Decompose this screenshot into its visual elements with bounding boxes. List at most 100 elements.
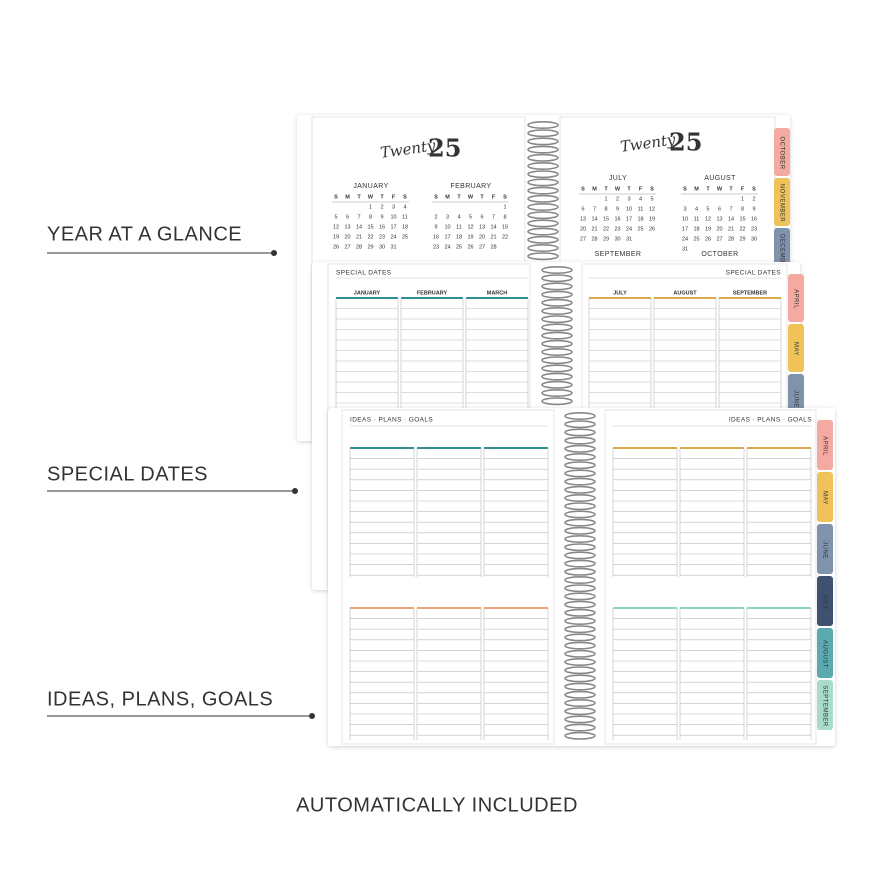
day: 25 <box>456 244 462 250</box>
spiral-coil <box>564 698 596 707</box>
column-month: JULY <box>613 290 627 296</box>
spiral-coil <box>541 290 573 299</box>
day: 6 <box>718 206 721 212</box>
spiral-coil <box>564 707 596 716</box>
day: 24 <box>626 226 632 232</box>
spiral-coil <box>541 274 573 283</box>
tab-label: AUGUST <box>821 640 827 668</box>
day: 17 <box>626 216 632 222</box>
day: 13 <box>580 216 586 222</box>
spiral-coil <box>541 265 573 274</box>
day: 11 <box>694 216 700 222</box>
month-tab <box>817 680 833 730</box>
day: 5 <box>469 214 472 220</box>
spiral-coil <box>541 372 573 381</box>
weekday: F <box>392 194 396 200</box>
day: 27 <box>716 236 722 242</box>
tab-label: APRIL <box>792 289 798 309</box>
year-number: 25 <box>669 128 702 157</box>
column-month: JANUARY <box>354 290 381 296</box>
weekday: F <box>492 194 496 200</box>
day: 31 <box>390 244 396 250</box>
callout: YEAR AT A GLANCE <box>47 223 242 245</box>
day: 17 <box>444 234 450 240</box>
spiral-coil <box>564 493 596 502</box>
day: 12 <box>333 224 339 230</box>
tab-label: SEPTEMBER <box>821 685 827 727</box>
weekday: S <box>752 186 756 192</box>
spiral-coil <box>564 592 596 601</box>
spiral-coil <box>541 298 573 307</box>
weekday: M <box>694 186 699 192</box>
spiral-coil <box>541 380 573 389</box>
spiral-coil <box>564 461 596 470</box>
year-number: 25 <box>428 134 461 163</box>
spiral-coil <box>527 244 559 253</box>
column-month: SEPTEMBER <box>733 290 767 296</box>
day: 20 <box>479 234 485 240</box>
day: 4 <box>403 204 406 210</box>
day: 25 <box>693 236 699 242</box>
day: 19 <box>649 216 655 222</box>
callout-dot <box>271 250 277 256</box>
day: 6 <box>581 206 584 212</box>
spiral-coil <box>564 502 596 511</box>
spiral-coil <box>564 649 596 658</box>
day: 5 <box>334 214 337 220</box>
tab-label: MAY <box>792 342 798 356</box>
day: 4 <box>695 206 698 212</box>
day: 8 <box>604 206 607 212</box>
weekday: S <box>503 194 507 200</box>
day: 13 <box>479 224 485 230</box>
spiral-coil <box>541 356 573 365</box>
weekday: S <box>650 186 654 192</box>
spiral-coil <box>564 633 596 642</box>
month-name: JANUARY <box>353 183 388 190</box>
day: 26 <box>649 226 655 232</box>
day: 26 <box>705 236 711 242</box>
weekday: W <box>368 194 374 200</box>
spiral-coil <box>527 219 559 228</box>
day: 30 <box>751 236 757 242</box>
day: 8 <box>369 214 372 220</box>
day: 29 <box>603 236 609 242</box>
page <box>604 409 817 745</box>
spiral-coil <box>564 641 596 650</box>
day: 1 <box>503 204 506 210</box>
day: 20 <box>344 234 350 240</box>
day: 18 <box>637 216 643 222</box>
day: 15 <box>739 216 745 222</box>
spiral-coil <box>564 411 596 420</box>
day: 2 <box>434 214 437 220</box>
day: 26 <box>467 244 473 250</box>
weekday: T <box>357 194 361 200</box>
spiral-coil <box>541 306 573 315</box>
weekday: T <box>627 186 631 192</box>
day: 14 <box>356 224 362 230</box>
day: 17 <box>682 226 688 232</box>
day: 5 <box>706 206 709 212</box>
day: 15 <box>502 224 508 230</box>
spiral-coil <box>564 567 596 576</box>
day: 21 <box>490 234 496 240</box>
spiral-coil <box>564 559 596 568</box>
spiral-coil <box>564 715 596 724</box>
spiral-coil <box>527 211 559 220</box>
month-tab <box>817 576 833 626</box>
day: 4 <box>457 214 460 220</box>
day: 21 <box>356 234 362 240</box>
day: 21 <box>591 226 597 232</box>
day: 22 <box>603 226 609 232</box>
month-name: FEBRUARY <box>450 183 491 190</box>
tab-label: DECEMBER <box>778 234 784 272</box>
day: 10 <box>682 216 688 222</box>
day: 12 <box>467 224 473 230</box>
day: 12 <box>649 206 655 212</box>
weekday: T <box>729 186 733 192</box>
column-month: MARCH <box>487 290 507 296</box>
month-tab <box>774 128 790 176</box>
day: 2 <box>380 204 383 210</box>
weekday: F <box>639 186 643 192</box>
